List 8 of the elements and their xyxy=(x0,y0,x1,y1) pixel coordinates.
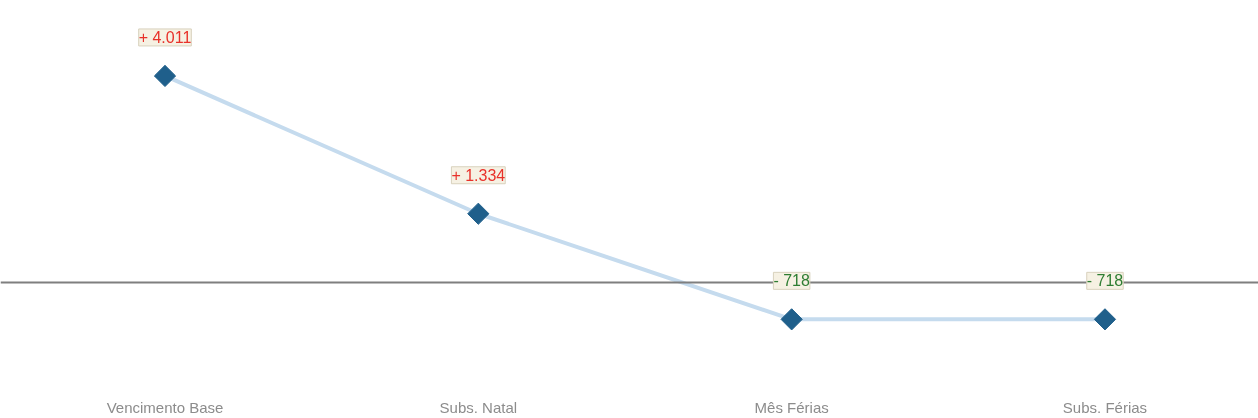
data-label: + 1.334 xyxy=(451,166,506,184)
x-tick-label: Mês Férias xyxy=(754,398,829,416)
x-tick-label: Vencimento Base xyxy=(106,398,224,416)
x-tick-label: Subs. Férias xyxy=(1062,398,1148,416)
x-tick-label: Subs. Natal xyxy=(439,398,518,416)
data-label: + 4.011 xyxy=(138,28,192,46)
data-label: - 718 xyxy=(1086,272,1124,290)
data-label: - 718 xyxy=(773,272,810,290)
